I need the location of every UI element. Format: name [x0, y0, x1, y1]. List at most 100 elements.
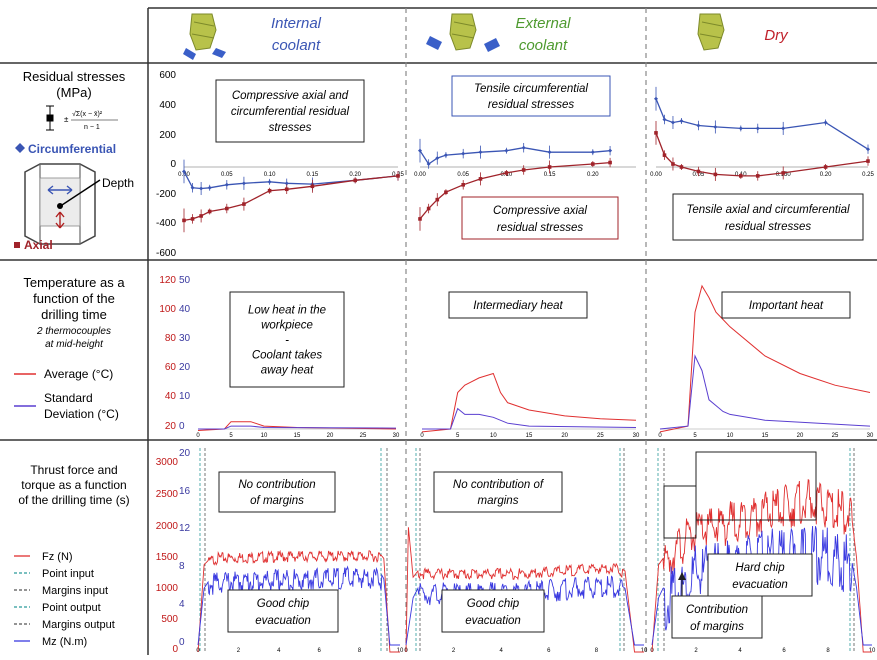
- data-point: [662, 153, 667, 157]
- temp-average-line: [659, 284, 871, 433]
- annotation-box: Compressive axial and circumferential res…: [215, 79, 365, 143]
- residual-label: Residual stresses (MPa) ± √Σ(x − x̄)² n …: [14, 69, 134, 252]
- temp-x-tick: 0: [420, 433, 424, 439]
- residual-y-tick: -400: [156, 218, 176, 229]
- force-y-tick-red: 0: [172, 644, 178, 655]
- data-point: [866, 147, 870, 152]
- annotation-text: residual stresses: [497, 222, 584, 234]
- temp-y-tick-red: 60: [165, 362, 177, 373]
- annotation-text: Low heat in the: [248, 304, 326, 316]
- annotation-box: Contribution of margins: [671, 595, 763, 639]
- data-point: [241, 181, 246, 186]
- header-external-line1: External: [515, 15, 571, 32]
- force-line2: torque as a function: [21, 478, 126, 492]
- margins-arrowhead: [678, 572, 686, 580]
- temp-y-tick-blue: 30: [179, 333, 191, 344]
- error-bar-icon: [46, 105, 54, 131]
- data-point: [591, 162, 595, 166]
- temp-x-tick: 0: [658, 433, 662, 439]
- temperature-panel: 0 5 10 15 20 25 30: [420, 372, 640, 439]
- annotation-box: Intermediary heat: [448, 291, 588, 319]
- temp-x-tick: 15: [762, 433, 769, 439]
- force-y-tick-red: 2000: [156, 521, 179, 532]
- annotation-box: Tensile circumferential residual stresses: [451, 75, 611, 117]
- temp-x-tick: 5: [456, 433, 460, 439]
- data-point: [504, 171, 509, 175]
- residual-y-tick: -600: [156, 248, 176, 259]
- annotation-frame: [671, 595, 763, 639]
- data-point: [284, 181, 289, 186]
- force-y-tick-red: 3000: [156, 457, 179, 468]
- annotation-text: evacuation: [255, 615, 311, 627]
- temp-x-tick: 5: [229, 433, 233, 439]
- data-point: [504, 148, 509, 153]
- series-line: [419, 147, 611, 165]
- force-y-tick-blue: 8: [179, 561, 185, 572]
- data-point: [267, 179, 272, 184]
- annotation-frame: [448, 291, 588, 319]
- temp-y-tick-red: 80: [165, 333, 177, 344]
- temp-x-tick: 30: [633, 433, 640, 439]
- data-point: [199, 214, 203, 218]
- thrust-force-line: [651, 478, 872, 653]
- annotation-frame: [451, 75, 611, 117]
- data-point: [654, 131, 658, 135]
- annotation-box: Tensile axial and circumferential residua…: [672, 193, 864, 241]
- data-point: [679, 119, 684, 124]
- force-legend: Fz (N) Point input Margins input Point o…: [14, 551, 115, 648]
- force-y-tick-blue: 20: [179, 448, 191, 459]
- residual-x-tick: 0.05: [457, 172, 469, 178]
- temp-y-tick-red: 100: [159, 304, 176, 315]
- legend-stddev-label1: Standard: [44, 391, 93, 405]
- temp-y-tick-blue: 40: [179, 304, 191, 315]
- data-point: [738, 126, 743, 131]
- data-point: [310, 184, 315, 189]
- torque-line: [405, 575, 644, 646]
- temp-y-tick-blue: 0: [179, 421, 185, 432]
- residual-x-tick: 0.20: [820, 172, 832, 178]
- data-point: [755, 126, 760, 131]
- data-point: [207, 209, 212, 214]
- data-point: [823, 120, 828, 125]
- data-point: [739, 174, 743, 178]
- annotation-text: Contribution: [686, 604, 748, 616]
- residual-x-tick: 0.05: [221, 172, 233, 178]
- residual-x-tick: 0.25: [862, 172, 874, 178]
- legend-stddev-label2: Deviation (°C): [44, 407, 119, 421]
- annotation-text: -: [285, 334, 289, 346]
- residual-title1: Residual stresses: [23, 69, 126, 84]
- residual-y-tick: 0: [170, 159, 176, 170]
- residual-x-tick: 0.10: [264, 172, 276, 178]
- temperature-line5: at mid-height: [45, 339, 104, 350]
- data-point: [396, 174, 400, 178]
- temp-x-tick: 5: [693, 433, 697, 439]
- data-point: [267, 188, 272, 193]
- annotation-text: residual stresses: [488, 99, 575, 111]
- annotation-frame: [441, 589, 545, 633]
- force-panel: 0 2 4 6 8 10: [196, 448, 404, 654]
- annotation-box: Low heat in the workpiece - Coolant takes aw…: [229, 291, 345, 388]
- data-point: [225, 206, 229, 211]
- annotation-text: Intermediary heat: [473, 300, 563, 312]
- temperature-label: Temperature as a function of the drillin…: [23, 275, 125, 350]
- circumferential-label: Circumferential: [28, 142, 116, 156]
- annotation-frame: [218, 471, 336, 513]
- annotation-text: residual stresses: [725, 221, 812, 233]
- annotation-frame: [215, 79, 365, 143]
- force-x-tick: 4: [500, 648, 504, 654]
- residual-y-tick: 200: [159, 130, 176, 141]
- legend-mz-label: Mz (N.m): [42, 636, 87, 648]
- annotation-frame: [721, 291, 851, 319]
- temp-y-tick-red: 20: [165, 421, 177, 432]
- temp-x-tick: 20: [327, 433, 334, 439]
- axial-label: Axial: [24, 238, 53, 252]
- data-point: [182, 218, 186, 223]
- annotation-box: Compressive axial residual stresses: [461, 196, 619, 240]
- annotation-text: of margins: [250, 495, 304, 507]
- force-x-tick: 6: [547, 648, 551, 654]
- force-x-tick: 8: [595, 648, 599, 654]
- residual-x-tick: 0.00: [414, 172, 426, 178]
- data-point: [521, 145, 526, 150]
- data-point: [418, 148, 422, 153]
- data-point: [461, 183, 465, 187]
